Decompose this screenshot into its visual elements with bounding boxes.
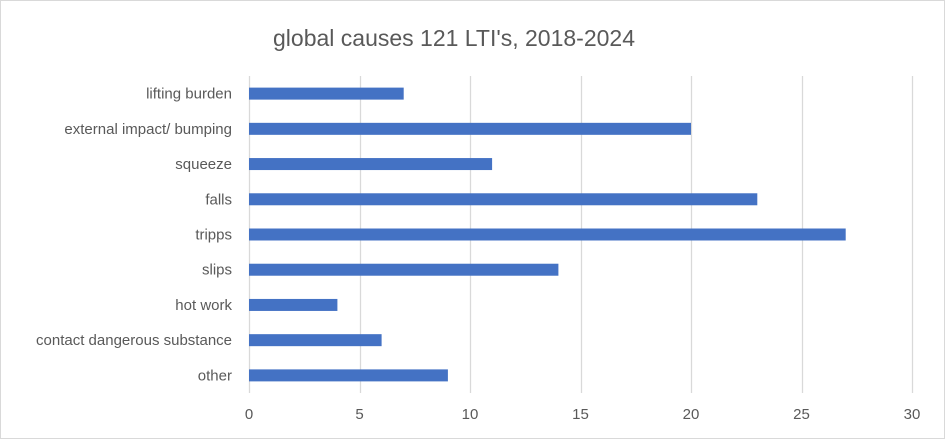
- category-label: falls: [205, 191, 232, 208]
- category-label: contact dangerous substance: [36, 332, 232, 349]
- x-tick-label: 0: [245, 406, 253, 423]
- bar-lifting-burden: [249, 87, 404, 100]
- bar-external-impact-bumping: [249, 122, 691, 135]
- bar-squeeze: [249, 158, 493, 171]
- x-tick-label: 5: [355, 406, 363, 423]
- category-label: lifting burden: [146, 86, 232, 103]
- x-tick-label: 15: [572, 406, 589, 423]
- category-label: slips: [202, 262, 232, 279]
- x-tick-label: 20: [683, 406, 700, 423]
- bar-other: [249, 369, 448, 382]
- category-label: tripps: [195, 227, 232, 244]
- category-label: external impact/ bumping: [64, 121, 232, 138]
- category-label: hot work: [175, 297, 232, 314]
- category-label: other: [198, 367, 232, 384]
- chart-title: global causes 121 LTI's, 2018-2024: [273, 25, 635, 51]
- x-tick-label: 10: [462, 406, 479, 423]
- bar-contact-dangerous-substance: [249, 334, 382, 347]
- bar-hot-work: [249, 298, 338, 311]
- bar-tripps: [249, 228, 846, 241]
- bar-falls: [249, 193, 758, 206]
- x-tick-label: 30: [904, 406, 921, 423]
- bar-slips: [249, 263, 559, 276]
- category-label: squeeze: [175, 156, 232, 173]
- x-tick-label: 25: [793, 406, 810, 423]
